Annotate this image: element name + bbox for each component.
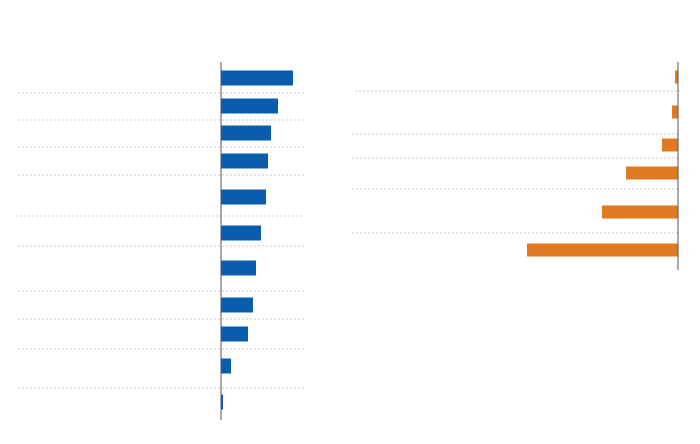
separators-right <box>352 90 680 234</box>
bar <box>527 243 678 257</box>
bar <box>221 153 268 169</box>
bar <box>221 125 271 141</box>
bar <box>662 138 678 152</box>
bar <box>602 205 678 219</box>
bar <box>221 189 266 205</box>
bar <box>221 260 256 276</box>
bar <box>221 297 253 313</box>
bar <box>221 70 293 86</box>
bar <box>221 98 278 114</box>
bar <box>675 70 678 84</box>
bar <box>626 166 678 180</box>
bar <box>221 394 223 410</box>
bar <box>672 105 678 119</box>
bar <box>221 225 261 241</box>
bar <box>221 358 231 374</box>
bar <box>221 326 248 342</box>
